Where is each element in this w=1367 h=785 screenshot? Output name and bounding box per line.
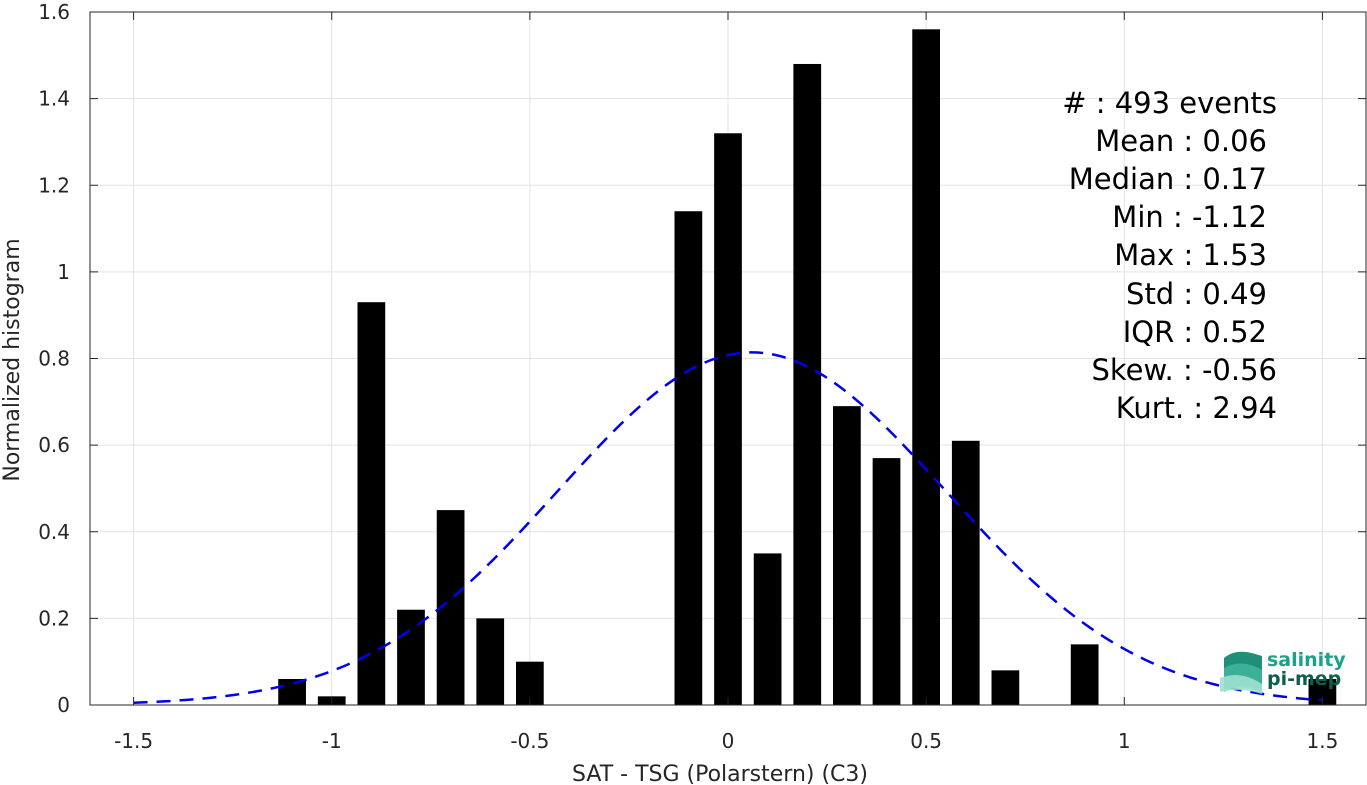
histogram-bar bbox=[278, 679, 306, 705]
logo-line-1: salinity bbox=[1267, 649, 1346, 671]
stat-mean: Mean : 0.06 bbox=[1095, 124, 1267, 158]
histogram-bar bbox=[1070, 644, 1099, 705]
histogram-bar bbox=[912, 29, 941, 705]
stats-box: # : 493 events Mean : 0.06 Median : 0.17… bbox=[1062, 86, 1277, 425]
x-tick-label: -1.5 bbox=[114, 729, 153, 753]
y-tick-label: 0.8 bbox=[38, 347, 70, 371]
histogram-bar bbox=[476, 618, 505, 705]
x-tick-labels: -1.5 -1 -0.5 0 0.5 1 1.5 bbox=[114, 729, 1338, 753]
x-tick-label: 0 bbox=[722, 729, 735, 753]
stat-iqr: IQR : 0.52 bbox=[1123, 315, 1267, 349]
y-tick-label: 0 bbox=[57, 693, 70, 717]
stat-median: Median : 0.17 bbox=[1069, 162, 1267, 196]
wave-logo-icon bbox=[1220, 651, 1262, 694]
x-axis-label: SAT - TSG (Polarstern) (C3) bbox=[572, 762, 868, 785]
axis-ticks bbox=[90, 11, 1366, 706]
y-tick-labels: 0 0.2 0.4 0.6 0.8 1 1.2 1.4 1.6 bbox=[38, 0, 70, 717]
x-tick-label: 1 bbox=[1118, 729, 1131, 753]
histogram-bar bbox=[674, 211, 703, 706]
histogram-bar bbox=[753, 553, 782, 705]
x-tick-label: 1.5 bbox=[1307, 729, 1339, 753]
x-tick-label: 0.5 bbox=[910, 729, 942, 753]
histogram-bar bbox=[951, 440, 980, 705]
normal-fit-curve bbox=[133, 351, 1323, 705]
stat-std: Std : 0.49 bbox=[1126, 277, 1267, 311]
y-tick-label: 0.4 bbox=[38, 520, 70, 544]
histogram-bars bbox=[278, 29, 1337, 706]
stat-min: Min : -1.12 bbox=[1112, 200, 1267, 234]
stat-kurt: Kurt. : 2.94 bbox=[1116, 391, 1277, 425]
y-axis-label: Normalized histogram bbox=[0, 238, 25, 481]
y-tick-label: 1.6 bbox=[38, 0, 70, 24]
histogram-bar bbox=[397, 609, 425, 705]
stat-skew: Skew. : -0.56 bbox=[1091, 353, 1277, 387]
y-tick-label: 1 bbox=[57, 260, 70, 284]
histogram-bar bbox=[357, 302, 386, 705]
logo-line-2: pi-mep bbox=[1267, 668, 1341, 690]
salinity-pimep-logo: salinity pi-mep bbox=[1220, 649, 1346, 694]
x-tick-label: -1 bbox=[322, 729, 342, 753]
x-tick-label: -0.5 bbox=[510, 729, 549, 753]
histogram-bar bbox=[872, 458, 901, 705]
histogram-bar bbox=[991, 670, 1020, 705]
stat-events: # : 493 events bbox=[1062, 86, 1277, 120]
stat-max: Max : 1.53 bbox=[1114, 238, 1267, 272]
y-tick-label: 1.2 bbox=[38, 173, 70, 197]
y-tick-label: 1.4 bbox=[38, 87, 70, 111]
histogram-bar bbox=[833, 406, 861, 705]
histogram-bar bbox=[714, 133, 742, 705]
histogram-bar bbox=[793, 63, 822, 706]
y-tick-label: 0.6 bbox=[38, 433, 70, 457]
y-tick-label: 0.2 bbox=[38, 606, 70, 630]
